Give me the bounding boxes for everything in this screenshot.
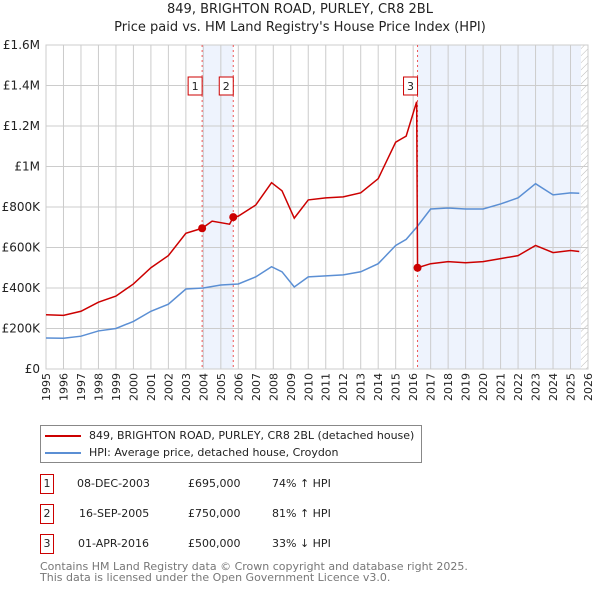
x-tick-label: 2001 (145, 373, 158, 401)
x-tick-label: 2007 (250, 373, 263, 401)
price-chart: 1995 1996 1997 1998 1999 2000 2001 2002 2003 2004… (2, 38, 595, 401)
price-paid-line (45, 101, 580, 317)
x-tick-label: 2015 (390, 373, 403, 401)
x-tick-label: 2010 (302, 373, 315, 401)
x-tick-label: 2012 (337, 373, 350, 401)
sale-label-box (403, 76, 419, 96)
transaction-date: 16-SEP-2005 (79, 507, 150, 520)
chart-subtitle: Price paid vs. HM Land Registry's House … (114, 20, 486, 35)
footer: Contains HM Land Registry data © Crown c… (40, 561, 468, 583)
y-tick-label: £1.6M (3, 38, 40, 52)
x-tick-label: 2005 (215, 373, 228, 401)
transaction-price: £750,000 (188, 507, 241, 520)
sale-label-box (218, 76, 234, 96)
chart-title: 849, BRIGHTON ROAD, PURLEY, CR8 2BL (167, 2, 433, 17)
x-tick-label: 2017 (425, 373, 438, 401)
x-tick-label: 2016 (407, 373, 420, 401)
x-tick-label: 2013 (355, 373, 368, 401)
x-tick-label: 1998 (92, 373, 105, 401)
transaction-hpi: 74% ↑ HPI (272, 477, 331, 490)
transaction-date: 08-DEC-2003 (77, 477, 151, 490)
y-tick-label: £200K (2, 322, 42, 336)
x-tick-label: 1999 (110, 373, 123, 401)
transaction-marker: 1 (40, 474, 54, 494)
transaction-date: 01-APR-2016 (78, 537, 150, 550)
transaction-marker: 2 (40, 504, 54, 524)
sale-point (198, 224, 207, 233)
transaction-marker: 3 (40, 534, 54, 554)
x-tick-label: 2004 (197, 373, 210, 401)
x-tick-label: 2022 (512, 373, 525, 401)
x-tick-label: 2009 (285, 373, 298, 401)
legend-blue-label: HPI: Average price, detached house, Croy… (89, 446, 339, 459)
x-tick-label: 2011 (320, 373, 333, 401)
x-tick-label: 2019 (460, 373, 473, 401)
transaction-hpi: 33% ↓ HPI (272, 537, 331, 550)
x-tick-label: 2006 (232, 373, 245, 401)
y-tick-label: £1.2M (3, 119, 40, 133)
y-tick-label: £400K (2, 281, 42, 295)
x-tick-label: 2021 (495, 373, 508, 401)
plot-frame (45, 44, 589, 370)
transaction-row: 1 08-DEC-2003 £695,000 74% ↑ HPI (40, 474, 540, 494)
transaction-price: £695,000 (188, 477, 241, 490)
hpi-line (45, 182, 580, 339)
legend-red-swatch (45, 434, 81, 437)
x-tick-label: 1996 (57, 373, 70, 401)
legend: 849, BRIGHTON ROAD, PURLEY, CR8 2BL (det… (40, 425, 422, 463)
x-tick-label: 2014 (372, 373, 385, 401)
x-tick-label: 2025 (565, 373, 578, 401)
transaction-hpi: 81% ↑ HPI (272, 507, 331, 520)
y-tick-label: £800K (2, 200, 42, 214)
x-tick-label: 2023 (530, 373, 543, 401)
transaction-row: 3 01-APR-2016 £500,000 33% ↓ HPI (40, 534, 540, 554)
sale-label-box (187, 76, 203, 96)
sale-point (413, 263, 422, 272)
x-tick-label: 2024 (547, 373, 560, 401)
x-tick-label: 2008 (267, 373, 280, 401)
y-tick-label: £600K (2, 241, 42, 255)
y-tick-label: £1M (14, 160, 40, 174)
x-tick-label: 1997 (75, 373, 88, 401)
x-tick-label: 2018 (442, 373, 455, 401)
sale-label: 3 (407, 80, 414, 93)
sale-label: 2 (223, 80, 230, 93)
x-tick-label: 2002 (162, 373, 175, 401)
transaction-row: 2 16-SEP-2005 £750,000 81% ↑ HPI (40, 504, 540, 524)
x-tick-label: 1995 (40, 373, 53, 401)
sale-point (229, 213, 238, 222)
y-tick-label: £0 (25, 362, 40, 376)
footer-line: This data is licensed under the Open Gov… (40, 571, 391, 584)
x-tick-label: 2020 (477, 373, 490, 401)
sale-label: 1 (192, 80, 199, 93)
x-tick-label: 2003 (180, 373, 193, 401)
legend-blue-swatch (45, 451, 81, 454)
transaction-price: £500,000 (188, 537, 241, 550)
legend-red-label: 849, BRIGHTON ROAD, PURLEY, CR8 2BL (det… (89, 429, 415, 442)
x-tick-label: 2000 (127, 373, 140, 401)
y-tick-label: £1.4M (3, 79, 40, 93)
footer-line: Contains HM Land Registry data © Crown c… (40, 560, 468, 573)
x-tick-label: 2026 (582, 373, 595, 401)
